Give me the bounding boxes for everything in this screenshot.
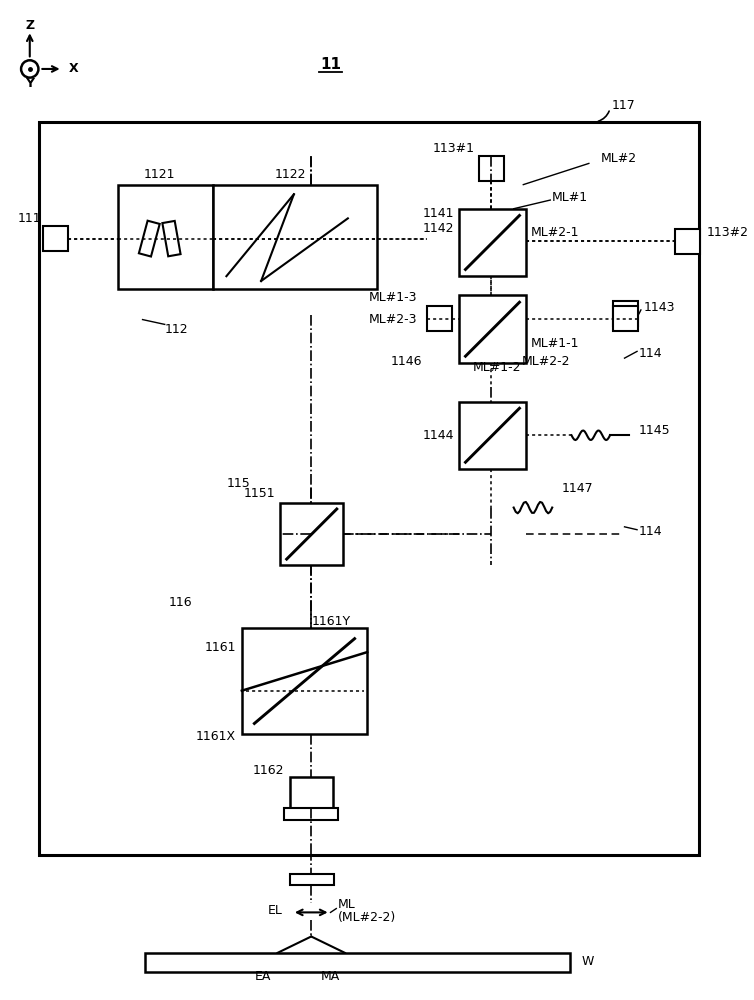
Text: ML: ML [339,898,356,911]
Bar [458,402,526,469]
Text: 111: 111 [17,212,41,225]
Bar [290,777,333,808]
Text: 116: 116 [169,596,192,609]
Text: ML#1: ML#1 [552,191,588,204]
Bar [78,156,385,320]
Bar [613,306,638,331]
Bar [675,229,700,254]
Bar [458,295,526,363]
Bar [458,209,526,276]
Text: ML#2-2: ML#2-2 [521,355,570,368]
Bar [146,953,569,972]
Bar [213,488,425,589]
Text: 114: 114 [639,525,663,538]
Text: 1145: 1145 [639,424,670,437]
Text: 1161: 1161 [204,641,236,654]
Text: ML#2-3: ML#2-3 [369,313,417,326]
Text: (ML#2-2): (ML#2-2) [339,911,397,924]
Text: EL: EL [268,904,282,917]
Text: 1161X: 1161X [196,730,236,743]
Text: X: X [69,62,78,75]
Text: 1142: 1142 [422,222,454,235]
Text: ML#1-2: ML#1-2 [474,361,522,374]
Text: 1162: 1162 [253,764,284,777]
Text: ML#2: ML#2 [600,152,636,165]
Bar [118,185,213,289]
Text: 113#1: 113#1 [433,142,475,155]
Bar [43,226,69,251]
Bar [39,122,699,855]
Bar [162,609,456,782]
Bar [427,306,452,331]
Text: 1151: 1151 [244,487,275,500]
Text: ML#1-1: ML#1-1 [531,337,580,350]
Bar [290,874,334,885]
Text: Z: Z [25,19,35,32]
Bar [213,185,377,289]
Bar [479,156,504,181]
Text: ML#1-3: ML#1-3 [369,291,417,304]
Text: 1144: 1144 [422,429,454,442]
Text: 1141: 1141 [422,207,454,220]
Bar [242,628,367,734]
Text: 1121: 1121 [144,168,176,181]
Text: 115: 115 [226,477,250,490]
Text: 113#2: 113#2 [706,226,749,239]
Text: W: W [581,955,593,968]
Bar [284,808,339,820]
Text: 1146: 1146 [391,355,422,368]
Text: 1161Y: 1161Y [311,615,351,628]
Text: ML#2-1: ML#2-1 [531,226,580,239]
Text: 11: 11 [320,57,341,72]
Bar [425,185,690,585]
Text: 1147: 1147 [562,482,593,495]
Text: MA: MA [321,970,340,983]
Text: 117: 117 [612,99,636,112]
Text: Y: Y [26,77,34,90]
Text: EA: EA [255,970,271,983]
Text: 1143: 1143 [644,301,676,314]
Text: 114: 114 [639,347,663,360]
Bar [280,503,343,565]
Text: 112: 112 [164,323,188,336]
Bar [613,301,638,326]
Text: 1122: 1122 [274,168,306,181]
